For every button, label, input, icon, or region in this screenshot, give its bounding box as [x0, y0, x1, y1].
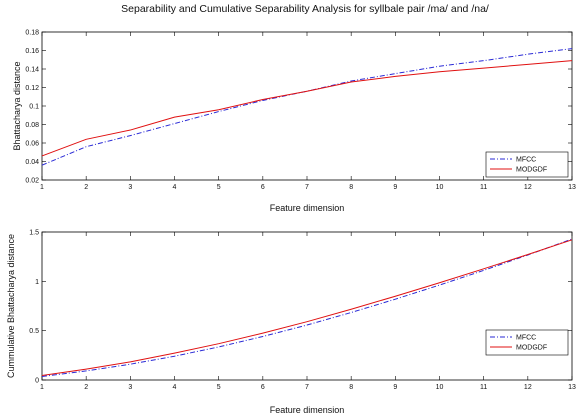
- bottom-series-mfcc-line: [41, 238, 573, 377]
- top-y-tick-label: 0.12: [25, 85, 39, 92]
- top-plot: 1 2 3 4 5 6 7 8 9 10 11 12 130.020.040.060.080.10.12…: [12, 30, 576, 214]
- bottom-x-tick-label: 8: [349, 384, 353, 391]
- bottom-x-tick-label: 6: [261, 384, 265, 391]
- bottom-legend: MFCC MODGDF: [485, 329, 569, 356]
- bottom-y-tick-label: 0.5: [29, 328, 39, 335]
- top-y-axis-label: Bhattacharya distance: [12, 61, 22, 150]
- top-x-tick-label: 12: [524, 184, 532, 191]
- top-legend-mfcc-label: MFCC: [516, 157, 536, 164]
- top-x-axis-label: Feature dimension: [270, 203, 345, 213]
- top-y-tick-label: 0.08: [25, 122, 39, 129]
- bottom-legend-box: [485, 329, 569, 356]
- bottom-y-axis-label: Cummulative Bhattacharya distance: [6, 234, 16, 378]
- top-x-tick-label: 4: [173, 184, 177, 191]
- bottom-x-tick-label: 9: [393, 384, 397, 391]
- top-y-tick-label: 0.16: [25, 48, 39, 55]
- top-x-tick-label: 6: [261, 184, 265, 191]
- top-x-tick-label: 5: [217, 184, 221, 191]
- top-x-tick-label: 2: [84, 184, 88, 191]
- bottom-x-tick-label: 12: [524, 384, 532, 391]
- top-y-tick-label: 0.18: [25, 30, 39, 37]
- top-x-tick-label: 3: [128, 184, 132, 191]
- top-y-tick-label: 0.06: [25, 141, 39, 148]
- top-x-tick-label: 7: [305, 184, 309, 191]
- top-x-tick-label: 8: [349, 184, 353, 191]
- bottom-x-tick-label: 2: [84, 384, 88, 391]
- top-y-tick-label: 0.14: [25, 67, 39, 74]
- top-plot-ticks: 1 2 3 4 5 6 7 8 9 10 11 12 130.020.040.060.080.10.12…: [25, 30, 576, 192]
- bottom-x-tick-label: 13: [568, 384, 576, 391]
- bottom-y-tick-label: 0: [35, 378, 39, 385]
- top-x-tick-label: 9: [393, 184, 397, 191]
- bottom-x-tick-label: 11: [480, 384, 487, 391]
- bottom-x-tick-label: 3: [128, 384, 132, 391]
- bottom-y-tick-label: 1.5: [29, 230, 39, 237]
- top-plot-lines: [41, 48, 573, 166]
- top-series-mfcc-line: [41, 48, 573, 166]
- top-legend-box: [485, 151, 569, 178]
- top-x-tick-label: 1: [40, 184, 44, 191]
- bottom-y-tick-label: 1: [35, 279, 39, 286]
- bottom-x-tick-label: 10: [436, 384, 444, 391]
- bottom-x-tick-label: 4: [173, 384, 177, 391]
- bottom-plot-lines: [41, 238, 573, 377]
- bottom-series-modgdf-line: [41, 239, 573, 376]
- bottom-x-tick-label: 5: [217, 384, 221, 391]
- top-y-tick-label: 0.04: [25, 159, 39, 166]
- top-x-tick-label: 13: [568, 184, 576, 191]
- top-x-tick-label: 10: [436, 184, 444, 191]
- top-y-tick-label: 0.1: [29, 104, 39, 111]
- bottom-legend-mfcc-label: MFCC: [516, 335, 536, 342]
- top-series-modgdf-line: [41, 60, 573, 157]
- top-x-tick-label: 11: [480, 184, 487, 191]
- chart-title: Separability and Cumulative Separability…: [121, 3, 489, 15]
- bottom-x-tick-label: 1: [40, 384, 44, 391]
- top-legend-modgdf-label: MODGDF: [516, 167, 547, 174]
- bottom-x-axis-label: Feature dimension: [270, 405, 345, 415]
- top-legend: MFCC MODGDF: [485, 151, 569, 178]
- bottom-plot-frame: [41, 231, 573, 381]
- bottom-legend-modgdf-label: MODGDF: [516, 345, 547, 352]
- bottom-x-tick-label: 7: [305, 384, 309, 391]
- top-y-tick-label: 0.02: [25, 178, 39, 185]
